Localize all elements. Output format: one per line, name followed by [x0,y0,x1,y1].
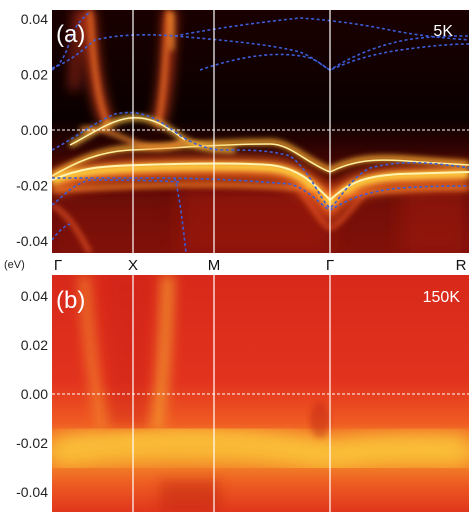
panel-b-y-tick-label: -0.02 [16,435,48,451]
panel-a-y-axis: 0.04 0.02 0.00 -0.02 -0.04 [16,11,48,249]
k-point-label: X [128,257,138,274]
k-point-label: Γ [326,257,334,274]
panel-b-temperature: 150K [423,289,461,306]
panel-b-y-tick-label: 0.00 [21,386,48,402]
panel-b: (b) 150K 0.04 0.02 0.00 -0.02 -0.04 [16,275,469,512]
k-point-label: M [208,257,221,274]
y-axis-unit: (eV) [4,259,25,271]
panel-a-y-tick-label: -0.02 [16,178,48,194]
k-point-label: R [456,257,467,274]
panel-a-temperature: 5K [433,23,453,40]
panel-b-symmetry-lines [132,275,331,512]
panel-a-spectrum [52,10,469,253]
panel-b-y-tick-label: 0.04 [21,288,48,304]
panel-a: (a) 5K 0.04 0.02 0.00 -0.02 -0.04 [16,10,469,253]
panel-a-y-tick-label: -0.04 [16,233,48,249]
panel-b-spectrum [52,275,469,512]
panel-b-y-tick-label: -0.04 [16,484,48,500]
panel-b-y-tick-label: 0.02 [21,337,48,353]
panel-a-label: (a) [56,21,85,48]
panel-a-y-tick-label: 0.00 [21,122,48,138]
panel-a-symmetry-lines [132,10,331,253]
panel-b-label: (b) [56,287,85,314]
panel-b-y-axis: 0.04 0.02 0.00 -0.02 -0.04 [16,288,48,500]
panel-a-y-tick-label: 0.04 [21,11,48,27]
panel-a-y-tick-label: 0.02 [21,66,48,82]
k-point-label: Γ [54,257,62,274]
